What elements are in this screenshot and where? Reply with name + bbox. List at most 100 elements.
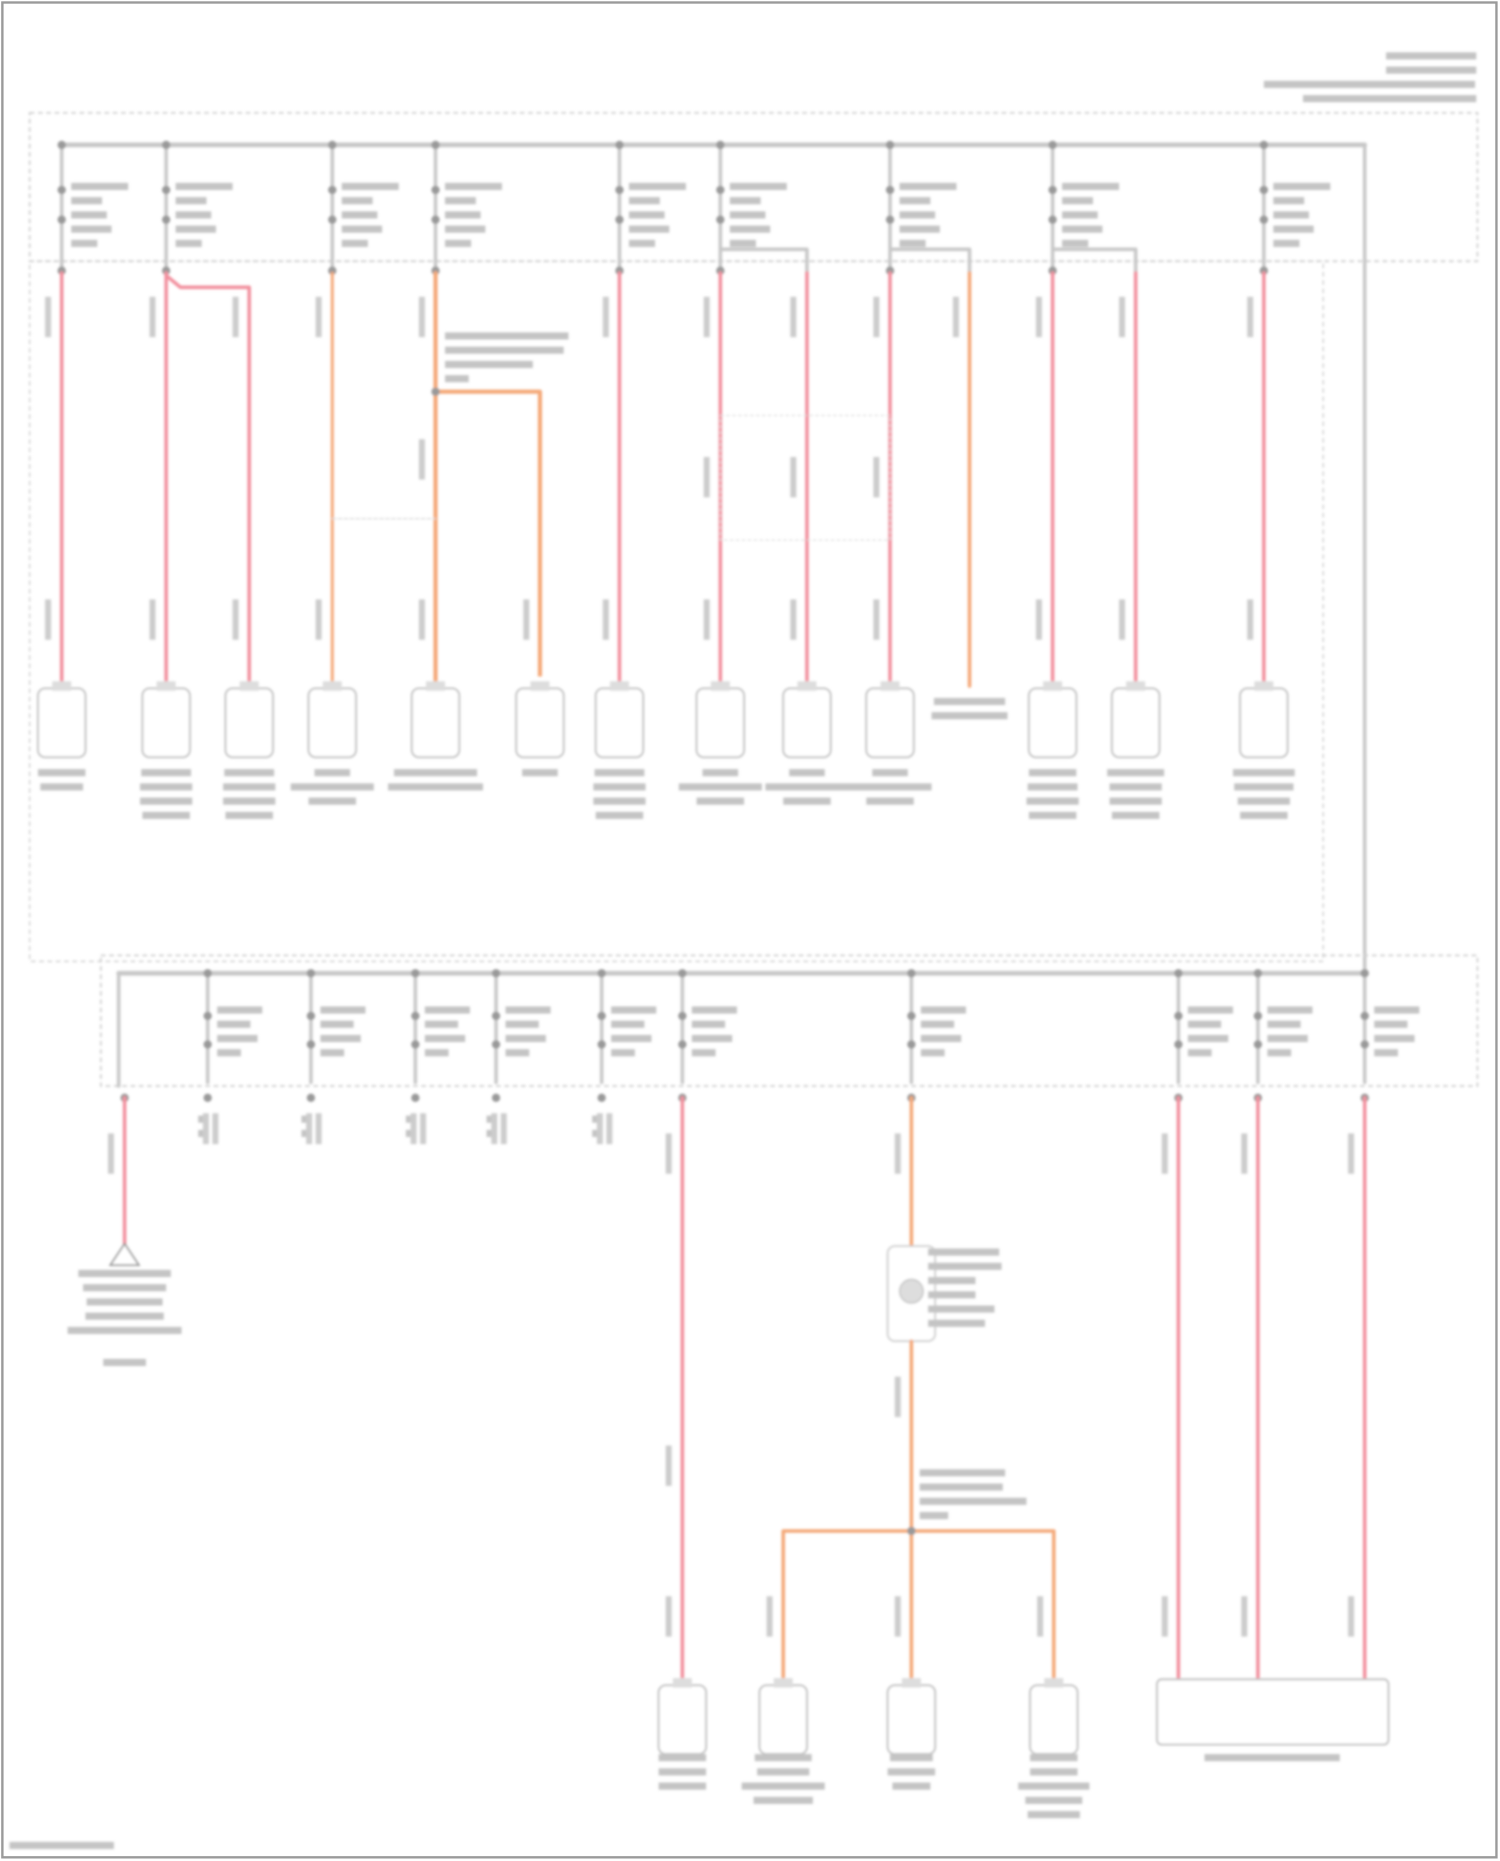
wire-label xyxy=(1348,1596,1355,1637)
fuse-label xyxy=(691,1034,733,1043)
fuse-label xyxy=(71,211,107,219)
component-label xyxy=(1204,1754,1340,1762)
splice-node xyxy=(431,387,440,396)
fuse-terminal xyxy=(678,1011,687,1021)
fuse-label xyxy=(1062,197,1093,205)
fuse-label xyxy=(1187,1006,1233,1014)
ground-label xyxy=(78,1269,171,1278)
component-label xyxy=(1025,1796,1083,1804)
fuse-label xyxy=(729,239,756,247)
fuse-label xyxy=(691,1006,737,1014)
component-connector xyxy=(307,687,357,759)
connector-pin xyxy=(1254,681,1274,691)
fuse-terminal xyxy=(328,185,337,195)
fuse-label xyxy=(175,239,202,247)
fuse-terminal xyxy=(1174,1011,1183,1021)
fuse-label xyxy=(320,1020,354,1028)
component-connector xyxy=(410,687,461,759)
wire-label xyxy=(790,457,797,498)
fuse-terminal xyxy=(1253,1011,1263,1021)
wire-label xyxy=(1161,1596,1168,1637)
component-label xyxy=(40,783,84,791)
fuse-label xyxy=(628,197,660,205)
fuse-terminal xyxy=(597,1011,606,1021)
component-connector xyxy=(1111,687,1161,759)
wire-label xyxy=(45,599,52,640)
device-label xyxy=(928,1305,995,1313)
connector-pin xyxy=(530,681,550,691)
component-label xyxy=(890,1754,933,1762)
wire-label xyxy=(1119,599,1125,640)
connector-pin xyxy=(1126,681,1146,691)
component-connector xyxy=(782,687,832,759)
wire-label xyxy=(952,296,959,338)
component-connector xyxy=(515,687,565,759)
fuse-label xyxy=(1267,1049,1292,1057)
component-label xyxy=(225,811,273,819)
component-label xyxy=(290,783,374,791)
fuse-label xyxy=(505,1049,530,1057)
component-label xyxy=(1027,783,1078,791)
component-label xyxy=(741,1782,825,1790)
ground-ref xyxy=(103,1358,146,1367)
wire-label xyxy=(703,296,710,338)
unused-terminal-label xyxy=(315,1113,322,1145)
component-label xyxy=(1109,783,1162,791)
fuse-terminal xyxy=(411,1011,420,1021)
fuse-terminal xyxy=(1048,215,1057,224)
unused-terminal-label xyxy=(410,1113,417,1145)
fuse-label xyxy=(628,225,670,233)
undefined xyxy=(1386,66,1477,74)
component-label xyxy=(887,1768,936,1776)
connector-label xyxy=(933,697,1006,706)
wire-label xyxy=(790,296,797,338)
fuse-terminal xyxy=(306,1040,316,1049)
wire-label xyxy=(1247,296,1254,338)
splice-label xyxy=(445,346,564,354)
unused-terminal-label xyxy=(596,1113,603,1145)
bus-node xyxy=(411,969,420,978)
splice-label xyxy=(445,375,469,383)
connector-terminal xyxy=(328,266,337,275)
component-label xyxy=(1030,1768,1078,1776)
undefined xyxy=(405,1115,412,1123)
fuse-terminal xyxy=(716,215,725,224)
splice-label xyxy=(445,332,569,340)
fuse-label xyxy=(1062,182,1120,190)
fuse-label xyxy=(611,1006,657,1014)
fuse-terminal xyxy=(1259,185,1268,195)
connector-pin xyxy=(901,1678,921,1688)
component-connector xyxy=(695,687,745,759)
fuse-block-outline xyxy=(99,954,1479,1087)
fuse-terminal xyxy=(1048,185,1057,195)
wire-label xyxy=(703,457,710,498)
component-label xyxy=(393,769,478,777)
fuse-label xyxy=(341,239,368,247)
connector-pin xyxy=(1044,1678,1064,1688)
wire-label xyxy=(894,1376,901,1418)
fuse-label xyxy=(899,239,926,247)
fuse-terminal xyxy=(615,215,624,224)
connector-pin xyxy=(322,681,342,691)
wire-label xyxy=(665,1133,672,1174)
fuse-label xyxy=(1267,1006,1313,1014)
fuse-terminal xyxy=(907,1011,916,1021)
component-label xyxy=(223,797,276,805)
fuse-label xyxy=(445,239,472,247)
fuse-terminal xyxy=(203,1011,212,1021)
component-label xyxy=(388,783,483,791)
fuse-label xyxy=(175,211,212,219)
bus-node xyxy=(161,140,171,150)
unused-terminal-label xyxy=(202,1113,209,1145)
fuse-terminal xyxy=(306,1011,316,1021)
connector-pin xyxy=(797,681,817,691)
fuse-label xyxy=(1273,211,1309,219)
fuse-label xyxy=(1374,1049,1398,1057)
connector-pin xyxy=(773,1678,793,1688)
undefined xyxy=(198,1129,205,1137)
fuse-label xyxy=(611,1034,652,1043)
bus-node xyxy=(491,969,501,978)
inline-connector-outline xyxy=(719,414,891,541)
fuse-terminal xyxy=(491,1011,501,1021)
fuse-label xyxy=(71,182,129,190)
